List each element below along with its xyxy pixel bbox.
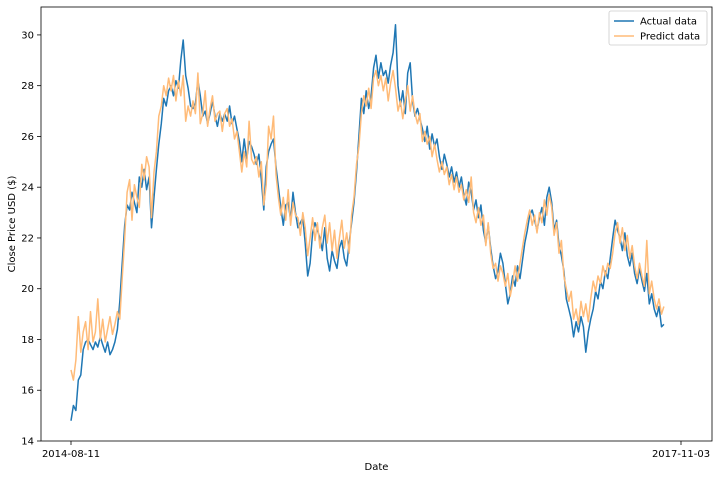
legend: Actual data Predict data: [608, 10, 708, 46]
y-tick-label: 22: [21, 233, 34, 244]
y-tick-label: 26: [21, 132, 34, 143]
legend-label-predict: Predict data: [640, 32, 700, 43]
y-axis: 14 16 18 20 22 24 26 28 30: [21, 30, 41, 448]
legend-label-actual: Actual data: [640, 17, 697, 28]
series-line-predict: [70, 69, 665, 381]
y-axis-label: Close Price USD ($): [7, 176, 18, 273]
plot-frame: [40, 6, 713, 442]
y-tick-label: 28: [21, 81, 34, 92]
series-line-actual: [70, 24, 665, 421]
x-axis: 2014-08-11 2017-11-03: [42, 441, 710, 460]
y-tick-label: 30: [21, 30, 34, 41]
y-tick-label: 24: [21, 183, 34, 194]
x-tick-label: 2017-11-03: [652, 449, 710, 460]
plot-lines: [70, 24, 665, 421]
y-tick-label: 18: [21, 335, 34, 346]
x-tick-label: 2014-08-11: [42, 449, 100, 460]
y-tick-label: 20: [21, 284, 34, 295]
y-tick-label: 16: [21, 386, 34, 397]
y-tick-label: 14: [21, 437, 34, 448]
x-axis-label: Date: [365, 462, 389, 473]
